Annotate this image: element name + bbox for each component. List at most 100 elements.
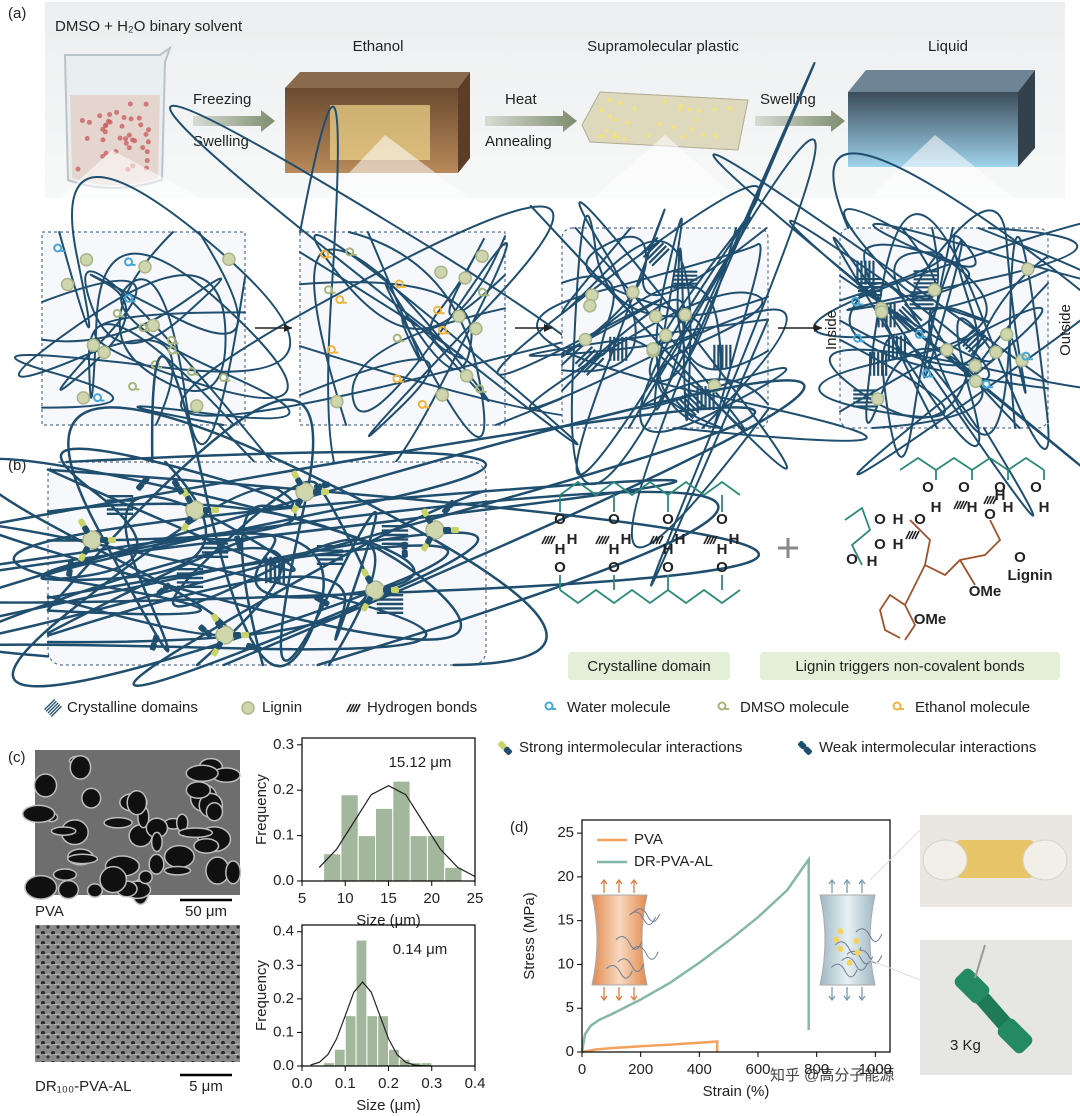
plastic-dot xyxy=(599,107,604,112)
ethanol-molecule xyxy=(392,374,404,384)
hydrogen-bond xyxy=(703,535,718,545)
water-molecule xyxy=(124,293,136,303)
plot-frame xyxy=(581,819,891,1053)
atom-label: H xyxy=(675,531,686,548)
plastic-dot xyxy=(657,121,662,126)
scale-label: 50 μm xyxy=(185,903,227,920)
hydrogen-bond xyxy=(905,530,920,540)
ethanol-molecule-head xyxy=(394,279,404,289)
marker-a xyxy=(211,648,219,657)
flow-arrow-head xyxy=(544,324,552,332)
solvent-dot xyxy=(143,101,149,107)
interaction-marker xyxy=(401,541,408,558)
hook xyxy=(974,944,986,979)
solvent-dot xyxy=(100,137,106,143)
hbond-dash xyxy=(989,495,995,505)
marker-a xyxy=(291,505,299,514)
force-arrow xyxy=(858,878,866,1002)
hbond-dash xyxy=(706,535,712,545)
domain-fold xyxy=(44,699,56,711)
domain-fold xyxy=(580,351,599,371)
bond-line xyxy=(844,506,872,566)
step-label: Swelling xyxy=(760,91,816,108)
side-label: Inside xyxy=(823,310,840,350)
plastic-dot xyxy=(662,99,667,104)
interaction-marker xyxy=(291,498,303,514)
hbond-dash xyxy=(908,530,914,540)
lignin xyxy=(658,328,673,343)
hbond-dash xyxy=(986,495,992,505)
ethanol-molecule xyxy=(394,279,407,289)
sem-pore xyxy=(150,831,163,853)
water-molecule-head xyxy=(1021,351,1031,361)
crystalline-domain xyxy=(696,386,715,411)
side-label: Outside xyxy=(1057,304,1074,356)
marker-b xyxy=(803,746,812,755)
x-tick-label: 0.4 xyxy=(465,1075,486,1092)
image-label: DR₁₀₀-PVA-AL xyxy=(35,1078,131,1095)
plastic-dot xyxy=(727,106,732,111)
lignin xyxy=(241,701,255,715)
dmso-molecule xyxy=(477,287,490,297)
marker-a xyxy=(391,587,399,593)
lignin xyxy=(578,332,593,347)
interaction-marker xyxy=(798,741,812,755)
dmso-molecule xyxy=(112,308,125,318)
hbond-dash xyxy=(959,500,965,510)
lignin xyxy=(79,252,94,267)
solvent-dot xyxy=(123,136,129,142)
annotation: 15.12 μm xyxy=(389,754,452,771)
atom-label: H xyxy=(931,499,942,516)
hydrogen-bond xyxy=(649,535,664,545)
interaction-marker xyxy=(313,481,331,491)
dmso-molecule xyxy=(128,381,140,391)
hbond-dash xyxy=(649,535,655,545)
hbond-dash xyxy=(914,530,920,540)
lignin xyxy=(870,392,885,406)
hydrogen-bond xyxy=(983,495,998,505)
plastic-dot xyxy=(712,107,717,112)
crystalline-domain xyxy=(640,236,670,267)
interaction-marker xyxy=(149,634,160,651)
x-tick-label: 200 xyxy=(628,1061,653,1078)
solvent-dot xyxy=(136,115,142,121)
zoom-cone xyxy=(30,150,250,225)
marker-b xyxy=(425,536,433,545)
crystalline-domain xyxy=(609,336,628,361)
water-molecule xyxy=(1021,351,1033,361)
specimen-chain xyxy=(631,946,659,960)
atom-label: Lignin xyxy=(1008,567,1053,584)
sem-pore xyxy=(103,816,133,829)
atom-label: H xyxy=(609,541,620,558)
hbond-dash xyxy=(550,535,556,545)
marker-a xyxy=(321,489,329,495)
water-molecule xyxy=(53,243,65,253)
marker-a xyxy=(253,645,262,653)
hist-bar xyxy=(392,780,411,882)
process-arrow xyxy=(193,110,275,132)
force-arrow xyxy=(615,878,623,1002)
plot-frame xyxy=(301,924,476,1067)
bond-line xyxy=(559,588,741,605)
marker-a xyxy=(141,476,150,485)
legend-entry: Water molecule xyxy=(567,699,671,716)
atom-label: O xyxy=(608,559,620,576)
marker-b xyxy=(215,620,223,629)
marker-b xyxy=(149,642,157,651)
crystalline-domain xyxy=(574,346,605,376)
solvent-dot xyxy=(102,123,108,129)
flow-arrow-head xyxy=(284,324,292,332)
hydrogen-bond xyxy=(953,500,968,510)
polymer-chain xyxy=(41,354,325,668)
process-arrow xyxy=(755,110,845,132)
specimen-chain xyxy=(633,908,661,923)
hist-bar xyxy=(344,1015,357,1067)
hbond-dash xyxy=(992,495,998,505)
water-molecule xyxy=(544,701,556,711)
hbond-dash xyxy=(541,535,547,545)
marker-b xyxy=(425,515,433,524)
solvent-dot xyxy=(79,118,85,124)
dmso-molecule-head xyxy=(477,287,487,297)
atom-label: O xyxy=(662,511,674,528)
marker-b xyxy=(295,477,303,486)
